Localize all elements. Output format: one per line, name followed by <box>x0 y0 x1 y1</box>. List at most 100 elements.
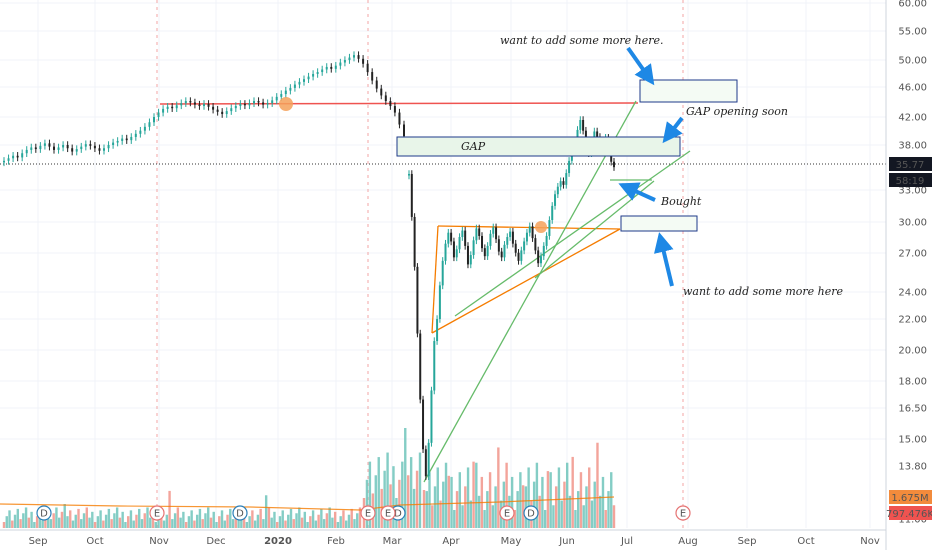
volume-bar <box>212 511 215 528</box>
volume-bar <box>270 517 273 528</box>
target-box-bottom <box>620 215 698 232</box>
x-tick-label: Mar <box>383 536 403 547</box>
volume-bar <box>368 461 372 528</box>
volume-bar <box>201 519 204 528</box>
volume-bar <box>49 519 53 528</box>
volume-bar <box>41 520 44 528</box>
volume-bar <box>248 516 251 528</box>
volume-bar <box>16 508 19 528</box>
volume-bar <box>165 514 169 528</box>
volume-bar <box>453 510 456 528</box>
candle-body <box>413 216 416 267</box>
candle-body <box>371 72 374 81</box>
volume-bars <box>2 428 616 528</box>
volume-bar <box>314 520 318 528</box>
volume-bar <box>146 507 149 528</box>
countdown-label: 58:19 <box>896 176 925 187</box>
candle-body <box>3 160 5 163</box>
candle-body <box>53 146 55 150</box>
candle-body <box>325 66 328 70</box>
volume-bar <box>218 516 221 528</box>
volume-bar <box>204 513 207 528</box>
volume-bar <box>339 516 342 528</box>
candle-body <box>556 186 559 195</box>
candle-body <box>293 84 296 88</box>
y-tick-label: 33.00 <box>898 186 927 197</box>
candle-body <box>71 148 74 152</box>
candle-body <box>398 112 401 125</box>
candle-body <box>57 147 60 150</box>
volume-bar <box>267 507 271 528</box>
volume-bar <box>311 510 315 528</box>
volume-bar <box>11 520 14 528</box>
candle-body <box>303 79 305 82</box>
volume-bar <box>392 466 395 528</box>
volume-bar <box>63 504 66 528</box>
volume-bar <box>353 519 356 528</box>
volume-bar <box>132 520 135 528</box>
volume-bar <box>527 467 530 528</box>
volume-bar <box>149 517 152 528</box>
x-tick-label: Sep <box>29 536 48 547</box>
volume-bar <box>124 522 127 528</box>
candle-body <box>153 117 155 123</box>
candle-body <box>162 108 165 113</box>
y-tick-label: 24.00 <box>898 288 927 299</box>
candle-body <box>447 232 450 244</box>
volume-last-label: 797.476K <box>886 509 932 520</box>
candle-body <box>330 66 333 69</box>
volume-bar <box>582 505 585 528</box>
volume-bar <box>447 475 450 528</box>
annotation-boxes <box>396 79 738 232</box>
x-tick-label: Oct <box>86 536 103 547</box>
volume-bar <box>458 472 461 528</box>
candle-body <box>438 285 441 319</box>
volume-bar <box>532 481 536 528</box>
candle-body <box>298 81 301 85</box>
volume-bar <box>502 481 506 528</box>
volume-bar <box>140 519 144 528</box>
volume-bar <box>295 513 298 528</box>
volume-bar <box>418 452 422 528</box>
candle-body <box>348 57 351 61</box>
volume-bar <box>113 513 116 528</box>
volume-bar <box>519 472 522 528</box>
y-tick-label: 27.00 <box>898 249 927 260</box>
y-tick-label: 42.00 <box>898 113 927 124</box>
volume-bar <box>593 481 596 528</box>
candle-body <box>500 251 503 258</box>
candle-body <box>239 103 242 107</box>
candle-body <box>542 245 545 257</box>
volume-bar <box>135 514 138 528</box>
volume-bar <box>104 514 108 528</box>
volume-bar <box>494 486 497 528</box>
volume-bar <box>5 516 8 528</box>
volume-bar <box>209 517 213 528</box>
candle-body <box>280 94 283 97</box>
volume-bar <box>69 510 72 528</box>
y-tick-label: 55.00 <box>898 27 927 38</box>
volume-bar <box>563 481 566 528</box>
candle-body <box>531 226 534 239</box>
volume-bar <box>278 516 282 528</box>
volume-bar <box>193 520 196 528</box>
volume-bar <box>22 513 25 528</box>
volume-bar <box>162 520 166 528</box>
volume-bar <box>77 508 80 528</box>
volume-bar <box>99 510 102 528</box>
candle-body <box>380 88 383 96</box>
candle-body <box>444 243 447 261</box>
last-price-label: 35.77 <box>896 160 925 171</box>
dividend-marker: D <box>527 509 535 520</box>
volume-bar <box>115 507 119 528</box>
candle-body <box>483 248 486 257</box>
last-price-badge <box>889 157 932 171</box>
x-tick-label: Feb <box>327 536 345 547</box>
orange-left-line <box>431 225 439 334</box>
candle-body <box>410 173 413 217</box>
y-tick-label: 20.00 <box>898 346 927 357</box>
volume-bar <box>579 472 583 528</box>
volume-bar <box>154 522 157 528</box>
